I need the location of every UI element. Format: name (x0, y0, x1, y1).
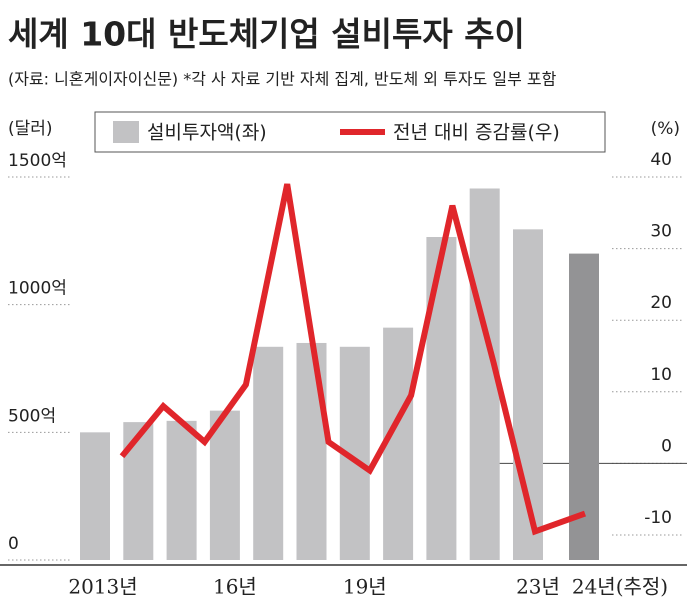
legend-swatch (113, 121, 139, 143)
y2-tick-label: 40 (650, 150, 672, 170)
bar (123, 422, 154, 560)
bar (166, 420, 197, 560)
bar (426, 237, 457, 560)
y-tick-label: 500억 (8, 406, 56, 426)
legend-label: 전년 대비 증감률(우) (393, 122, 560, 144)
legend-label: 설비투자액(좌) (147, 122, 267, 144)
x-tick-label: 23년 (516, 575, 560, 599)
y2-axis-label: (%) (651, 119, 680, 139)
chart-subtitle: (자료: 니혼게이자이신문) *각 사 자료 기반 자체 집계, 반도체 외 투… (8, 70, 557, 89)
bar (383, 327, 414, 560)
y-axis-label: (달러) (8, 119, 53, 139)
y2-tick-label: 30 (650, 222, 672, 242)
x-tick-label: 24년(추정) (572, 575, 668, 599)
x-tick-label: 19년 (343, 575, 387, 599)
bar (569, 253, 599, 560)
y-tick-label: 0 (8, 534, 19, 554)
x-tick-label: 16년 (213, 575, 257, 599)
y2-tick-label: 0 (661, 436, 672, 456)
y-tick-label: 1500억 (8, 151, 67, 171)
y2-tick-label: 20 (650, 293, 672, 313)
bar (253, 346, 284, 560)
x-tick-label: 2013년 (68, 575, 137, 599)
y2-tick-label: 10 (650, 365, 672, 385)
chart-title: 세계 10대 반도체기업 설비투자 추이 (8, 15, 525, 54)
bar (296, 342, 327, 560)
y2-tick-label: -10 (644, 508, 672, 528)
bar (209, 410, 240, 560)
y-tick-label: 1000억 (8, 279, 67, 299)
bar (80, 432, 110, 560)
line-series (119, 183, 587, 536)
